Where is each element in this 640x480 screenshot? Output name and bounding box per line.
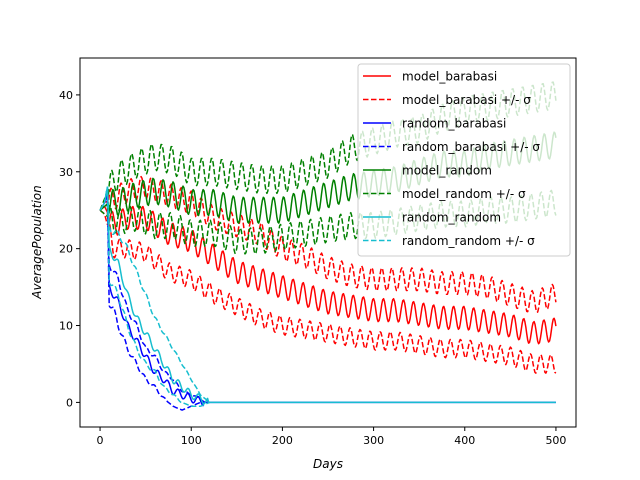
series-line-random-barabasi bbox=[99, 194, 210, 404]
x-axis: 0 100 200 300 400 500 bbox=[97, 427, 566, 447]
x-axis-label: Days bbox=[313, 457, 343, 471]
x-tick-label: 0 bbox=[97, 434, 104, 447]
y-axis-label: AveragePopulation bbox=[30, 185, 44, 299]
series-line-model-barabasi bbox=[99, 205, 557, 345]
legend-label: random_random +/- σ bbox=[402, 234, 535, 248]
series-line-random-barabasi-lower bbox=[99, 194, 201, 411]
series-line-model-barabasi bbox=[99, 175, 557, 314]
y-tick-label: 40 bbox=[59, 89, 73, 102]
x-tick-label: 400 bbox=[454, 434, 475, 447]
series-line-random-random bbox=[99, 186, 210, 403]
x-tick-label: 100 bbox=[181, 434, 202, 447]
series-line-random-random-lower bbox=[99, 186, 210, 407]
legend-box bbox=[357, 63, 571, 257]
x-tick-label: 500 bbox=[545, 434, 566, 447]
x-tick-label: 300 bbox=[363, 434, 384, 447]
legend-label: random_barabasi +/- σ bbox=[402, 140, 540, 154]
series-layer bbox=[99, 81, 557, 411]
legend-label: random_barabasi bbox=[402, 117, 506, 131]
legend-label: random_random bbox=[402, 211, 501, 225]
legend: model_barabasi model_barabasi +/- σ random… bbox=[357, 63, 571, 257]
axes-frame bbox=[79, 57, 577, 428]
y-axis: 0 10 20 30 40 bbox=[59, 89, 80, 409]
legend-label: model_barabasi bbox=[402, 70, 497, 84]
x-tick-label: 200 bbox=[272, 434, 293, 447]
legend-label: model_random +/- σ bbox=[402, 187, 526, 201]
y-tick-label: 30 bbox=[59, 166, 73, 179]
y-tick-label: 0 bbox=[66, 396, 73, 409]
legend-label: model_random bbox=[402, 164, 492, 178]
series-line-model-barabasi-lower bbox=[99, 209, 557, 374]
y-tick-label: 20 bbox=[59, 243, 73, 256]
y-tick-label: 10 bbox=[59, 320, 73, 333]
series-line-random-random bbox=[99, 186, 556, 405]
legend-label: model_barabasi +/- σ bbox=[402, 93, 531, 107]
